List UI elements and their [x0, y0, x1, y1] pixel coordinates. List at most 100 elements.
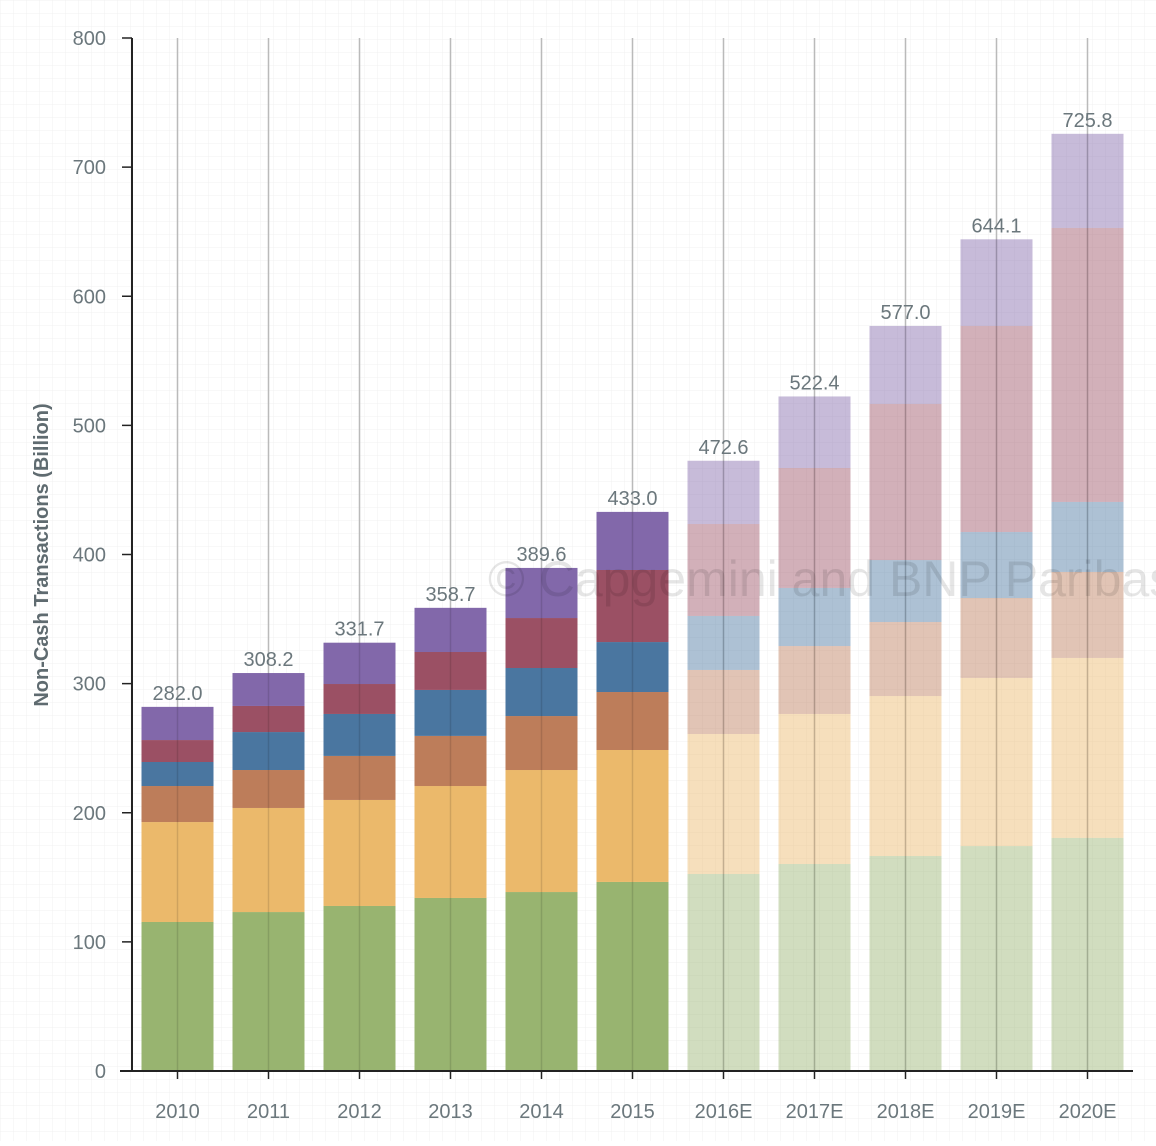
bar-segment	[414, 735, 487, 787]
total-label: 472.6	[698, 437, 748, 459]
y-tick-label: 300	[73, 674, 106, 696]
bar-segment	[505, 567, 578, 619]
bar-segment	[1051, 133, 1124, 228]
total-label: 308.2	[243, 649, 293, 671]
y-tick-label: 600	[73, 286, 106, 308]
bar-segment	[687, 460, 760, 525]
bar-segment	[869, 856, 942, 1071]
x-tick-label: 2011	[247, 1101, 290, 1123]
bar-segment	[596, 569, 669, 643]
bar-segment	[596, 692, 669, 750]
bar-segment	[778, 864, 851, 1071]
bar-segment	[141, 762, 214, 787]
bar-segment	[323, 684, 396, 714]
bar-segment	[687, 524, 760, 616]
bar-segment	[596, 749, 669, 882]
y-tick-label: 200	[73, 803, 106, 825]
bar-segment	[778, 646, 851, 714]
bar-segment	[505, 770, 578, 893]
x-tick-label: 2018E	[877, 1101, 935, 1123]
bar-segment	[1051, 501, 1124, 572]
bar-segment	[505, 668, 578, 717]
bar-segment	[778, 587, 851, 647]
y-tick-label: 0	[95, 1061, 106, 1083]
total-label: 282.0	[152, 683, 202, 705]
bar-segment	[1051, 837, 1124, 1071]
bar-segment	[414, 607, 487, 652]
bar-segment	[141, 740, 214, 763]
total-label: 433.0	[607, 488, 657, 510]
bar-segment	[778, 396, 851, 468]
bar-segment	[414, 786, 487, 898]
bar-segment	[960, 239, 1033, 326]
bar-segment	[414, 651, 487, 690]
bar-segment	[323, 713, 396, 756]
x-tick-label: 2020E	[1059, 1101, 1117, 1123]
bar-segment	[869, 622, 942, 697]
bar-segment	[141, 786, 214, 823]
bar-segment	[960, 532, 1033, 599]
bar-segment	[232, 673, 305, 706]
x-tick-label: 2010	[155, 1101, 200, 1123]
total-label: 389.6	[516, 544, 566, 566]
bar-segment	[505, 716, 578, 771]
bar-segment	[778, 467, 851, 588]
bar-segment	[323, 799, 396, 906]
bar-segment	[596, 511, 669, 570]
bar-segment	[232, 807, 305, 913]
bar-segment	[1051, 657, 1124, 838]
bar-segment	[960, 677, 1033, 847]
bar-segment	[778, 713, 851, 865]
bar-segment	[232, 732, 305, 771]
x-tick-label: 2017E	[786, 1101, 844, 1123]
bar-segment	[687, 733, 760, 874]
watermark: © Capgemini and BNP Paribas	[488, 551, 1156, 607]
bar-segment	[1051, 571, 1124, 658]
total-label: 644.1	[971, 215, 1021, 237]
x-tick-label: 2012	[337, 1101, 382, 1123]
y-tick-label: 800	[73, 28, 106, 50]
bar-segment	[141, 822, 214, 922]
bar-segment	[596, 642, 669, 693]
bar-segment	[869, 696, 942, 857]
y-tick-label: 700	[73, 157, 106, 179]
y-axis-label: Non-Cash Transactions (Billion)	[31, 403, 53, 706]
bar-segment	[687, 615, 760, 670]
total-label: 522.4	[789, 372, 839, 394]
bar-segment	[960, 598, 1033, 678]
total-label: 725.8	[1062, 110, 1112, 132]
bar-segment	[505, 892, 578, 1071]
bar-segment	[960, 325, 1033, 533]
bar-segment	[323, 905, 396, 1071]
x-tick-label: 2019E	[968, 1101, 1026, 1123]
x-tick-label: 2014	[519, 1101, 564, 1123]
x-tick-label: 2013	[428, 1101, 473, 1123]
bar-segment	[596, 881, 669, 1071]
bar-segment	[687, 873, 760, 1071]
bar-segment	[505, 618, 578, 669]
bar-segment	[869, 403, 942, 561]
y-tick-label: 500	[73, 415, 106, 437]
total-label: 331.7	[334, 619, 384, 641]
bar-segment	[232, 705, 305, 733]
bar-segment	[232, 912, 305, 1071]
y-tick-label: 400	[73, 545, 106, 567]
bar-segment	[323, 755, 396, 800]
bar-segment	[141, 706, 214, 741]
bar-segment	[869, 325, 942, 404]
bar-segment	[414, 897, 487, 1071]
bar-segment	[1051, 227, 1124, 502]
bar-segment	[960, 846, 1033, 1071]
bar-segment	[323, 642, 396, 685]
bar-segment	[869, 560, 942, 623]
bar-segment	[414, 689, 487, 736]
bar-segment	[232, 770, 305, 808]
x-tick-label: 2016E	[695, 1101, 753, 1123]
bar-segment	[141, 921, 214, 1071]
bar-segment	[687, 669, 760, 734]
total-label: 358.7	[425, 584, 475, 606]
total-label: 577.0	[880, 302, 930, 324]
y-tick-label: 100	[73, 932, 106, 954]
x-tick-label: 2015	[610, 1101, 655, 1123]
